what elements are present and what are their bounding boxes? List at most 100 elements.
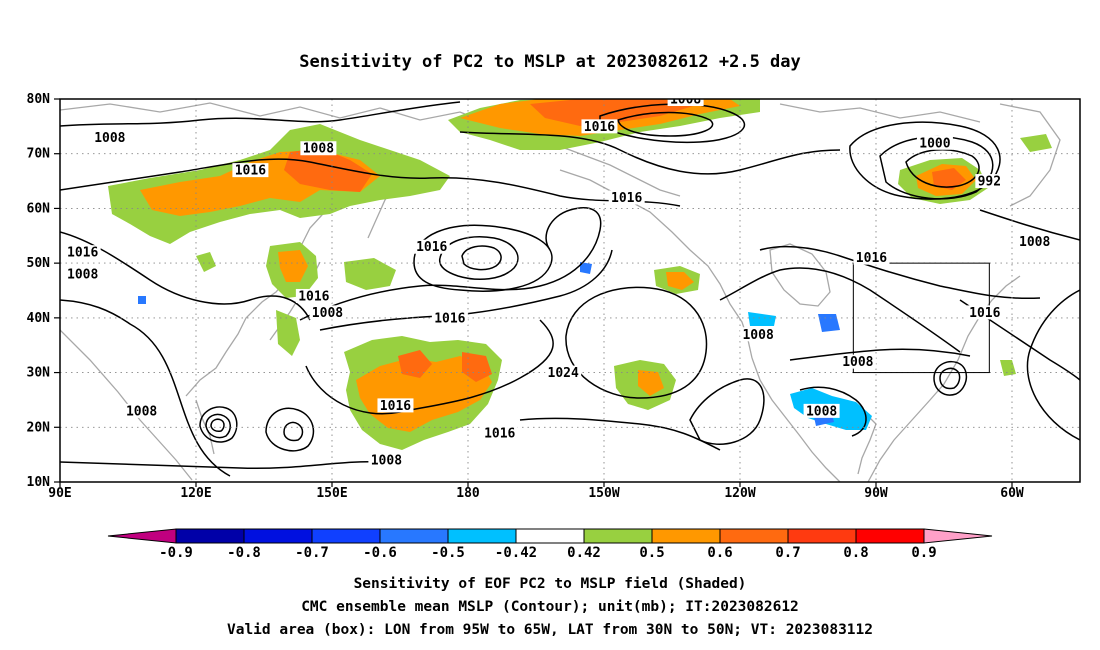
contour-label-bg xyxy=(123,403,160,418)
latitude-labels: 80N 70N 60N 50N 40N 30N 20N 10N xyxy=(27,92,60,490)
colorbar-swatch xyxy=(787,528,857,544)
footer-line-1: Sensitivity of EOF PC2 to MSLP field (Sh… xyxy=(354,576,747,592)
contour-label-bg xyxy=(803,403,840,418)
coastline-north-america-east xyxy=(867,275,1021,482)
coastline-hudson-bay xyxy=(769,243,831,307)
lon-tick-label: 120E xyxy=(180,486,211,501)
colorbar-tick-label: -0.5 xyxy=(431,545,465,561)
contour-1008-gulf xyxy=(799,386,867,437)
contour-1000-hurricane xyxy=(939,367,961,390)
contour-label: 1008 xyxy=(842,355,873,370)
contour-label: 1008 xyxy=(1019,235,1050,250)
gridlines xyxy=(60,99,1080,482)
contour-1008-west-pacific xyxy=(60,299,231,477)
contour-1016-west-pacific xyxy=(60,231,311,321)
lon-tick-label: 150E xyxy=(316,486,347,501)
contour-label-bg xyxy=(839,354,876,369)
contour-1016-subtropical xyxy=(305,319,554,415)
contour-label-bg xyxy=(300,141,337,156)
contour-label-bg xyxy=(966,305,1003,320)
contour-label-bg xyxy=(64,245,101,260)
contour-label-bg xyxy=(1016,234,1053,249)
lon-tick-label: 90E xyxy=(48,486,71,501)
colorbar-swatch xyxy=(243,528,313,544)
contour-1008-low-east xyxy=(265,407,315,452)
colorbar-tick-label: -0.42 xyxy=(495,545,537,561)
contour-1016-north-america xyxy=(759,245,1041,300)
contour-1016-north-pacific xyxy=(299,207,602,321)
contour-1008-north-america xyxy=(719,267,961,353)
shading-arctic-red xyxy=(530,99,700,126)
lat-tick-label: 60N xyxy=(27,201,51,216)
contour-label-bg xyxy=(581,119,618,134)
contour-1000-typhoon xyxy=(210,418,225,432)
contour-label: 1008 xyxy=(303,142,334,157)
contour-992-greenland xyxy=(905,149,980,188)
contour-label-bg xyxy=(368,453,405,468)
lon-tick-label: 120W xyxy=(724,486,755,501)
contour-label: 1008 xyxy=(670,93,701,108)
contour-1016-siberia xyxy=(60,158,681,207)
colorbar-tick-label: -0.8 xyxy=(227,545,261,561)
coastline-greenland xyxy=(999,103,1061,207)
contour-label: 1016 xyxy=(969,306,1000,321)
contour-label: 1016 xyxy=(67,246,98,261)
contour-label: 1008 xyxy=(67,268,98,283)
colorbar xyxy=(107,528,993,544)
coastline-southeast-asia xyxy=(60,329,193,481)
contour-1008-north xyxy=(60,101,461,127)
colorbar-tick-label: 0.42 xyxy=(567,545,601,561)
footer-line-3: Valid area (box): LON from 95W to 65W, L… xyxy=(227,622,873,638)
contour-label: 1016 xyxy=(416,240,447,255)
contour-1008-low-1 xyxy=(413,224,553,292)
contour-label-bg xyxy=(853,250,890,265)
contour-label: 1016 xyxy=(484,426,515,441)
contour-label-bg xyxy=(481,425,518,440)
lat-tick-label: 30N xyxy=(27,366,51,381)
contour-1008-low-2 xyxy=(438,236,519,281)
shading-small-blue-4 xyxy=(138,296,146,304)
contour-label-bg xyxy=(309,305,346,320)
coastline-east-asia xyxy=(185,195,331,397)
contour-1008-arctic-2 xyxy=(617,111,714,137)
map-background xyxy=(60,99,1080,482)
contour-label: 1016 xyxy=(298,289,329,304)
lat-tick-label: 70N xyxy=(27,147,51,162)
lat-tick-label: 40N xyxy=(27,311,51,326)
contour-label: 1008 xyxy=(312,306,343,321)
contour-label: 1008 xyxy=(806,404,837,419)
lon-tick-label: 150W xyxy=(588,486,619,501)
colorbar-tick-label: -0.9 xyxy=(159,545,193,561)
contour-1008-south xyxy=(60,460,381,470)
longitude-labels: 90E 120E 150E 180 150W 120W 90W 60W xyxy=(48,482,1024,501)
colorbar-tick-label: -0.6 xyxy=(363,545,397,561)
colorbar-tick-label: 0.7 xyxy=(775,545,800,561)
contour-label-bg xyxy=(916,135,953,150)
contour-1004-typhoon xyxy=(205,413,231,439)
contour-label-bg xyxy=(232,163,269,178)
chart-title: Sensitivity of PC2 to MSLP at 2023082612… xyxy=(299,52,801,72)
colorbar-min-triangle xyxy=(107,528,177,544)
contour-label: 1008 xyxy=(371,454,402,469)
shading-gulf-alaska-orange xyxy=(666,272,694,290)
footer-line-2: CMC ensemble mean MSLP (Contour); unit(m… xyxy=(301,599,799,615)
contour-label: 1016 xyxy=(856,251,887,266)
coastline-arctic-islands xyxy=(779,103,981,123)
map-area: 1008 1008 1016 1016 1016 1008 1016 1008 1016 1016… xyxy=(60,93,1080,482)
contour-label: 1016 xyxy=(235,164,266,179)
contour-label-bg xyxy=(608,190,645,205)
shading-sea-of-okhotsk-green xyxy=(344,258,396,290)
shading-small-blue-1 xyxy=(580,262,592,274)
lat-tick-label: 80N xyxy=(27,92,51,107)
contour-1008-arctic xyxy=(599,103,746,144)
shading-arctic-east-green xyxy=(1020,134,1052,152)
contour-label: 1016 xyxy=(434,311,465,326)
colorbar-tick-label: 0.9 xyxy=(911,545,936,561)
shading-east-asia-green xyxy=(196,252,216,272)
contour-label-bg xyxy=(413,239,450,254)
lat-tick-label: 10N xyxy=(27,475,51,490)
colorbar-swatch xyxy=(651,528,721,544)
colorbar-tick-label: 0.6 xyxy=(707,545,732,561)
lat-tick-label: 20N xyxy=(27,420,51,435)
